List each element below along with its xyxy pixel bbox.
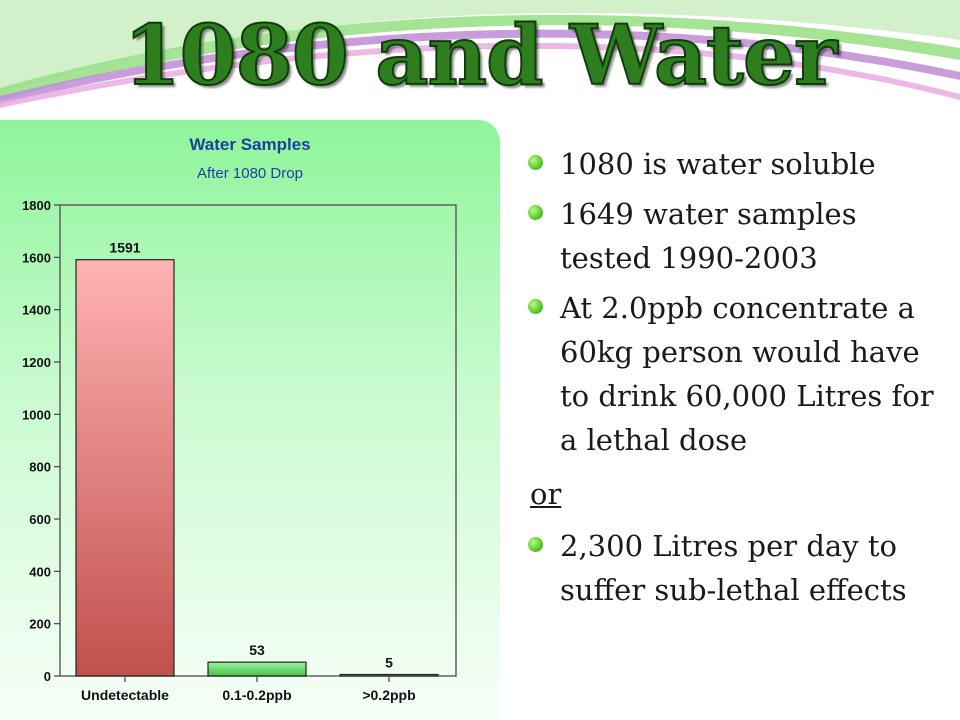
x-tick-label: >0.2ppb [362, 687, 415, 703]
water-samples-bar-chart: Water Samples After 1080 Drop 0 200 400 600 80… [22, 135, 457, 703]
bullet-dot-icon [528, 537, 543, 552]
y-tick-label: 1400 [22, 303, 51, 318]
bullet-list: 1080 is water soluble 1649 water samples … [528, 142, 948, 618]
bar-0-1-0-2ppb [207, 661, 307, 677]
bar-data-label: 1591 [109, 240, 140, 256]
x-tick-label: 0.1-0.2ppb [222, 687, 291, 703]
bar--0-2ppb [339, 673, 439, 677]
bullet-text: At 2.0ppb concentrate a 60kg person woul… [560, 291, 934, 457]
chart-panel: Water Samples After 1080 Drop 0 200 400 600 80… [0, 120, 500, 720]
y-tick-label: 200 [29, 617, 51, 632]
bullet-item: 1080 is water soluble [528, 142, 948, 186]
bullet-dot-icon [528, 205, 543, 220]
bar-data-label: 53 [249, 642, 265, 658]
x-tick-label: Undetectable [81, 687, 169, 703]
bullet-text: 2,300 Litres per day to suffer sub-letha… [560, 529, 907, 607]
chart-subtitle: After 1080 Drop [197, 165, 303, 182]
y-tick-label: 600 [29, 512, 51, 527]
bar-undetectable [75, 259, 175, 677]
slide-title: 1080 and Water [123, 7, 839, 105]
y-tick-label: 1000 [22, 407, 51, 422]
y-tick-label: 400 [29, 564, 51, 579]
chart-title: Water Samples [189, 135, 310, 154]
bullet-text: 1649 water samples tested 1990-2003 [560, 197, 857, 275]
bullet-text: 1080 is water soluble [560, 147, 876, 181]
y-tick-label: 1600 [22, 250, 51, 265]
header-swoosh-decoration [0, 0, 960, 108]
y-tick-label: 1200 [22, 355, 51, 370]
bullet-dot-icon [528, 155, 543, 170]
bullet-item: 2,300 Litres per day to suffer sub-letha… [528, 524, 948, 612]
or-separator: or [530, 477, 562, 511]
bullet-dot-icon [528, 299, 543, 314]
y-tick-label: 1800 [22, 198, 51, 213]
bullet-item: At 2.0ppb concentrate a 60kg person woul… [528, 286, 948, 462]
y-tick-label: 0 [44, 669, 51, 684]
y-tick-label: 800 [29, 460, 51, 475]
bullet-item: 1649 water samples tested 1990-2003 [528, 192, 948, 280]
bar-data-label: 5 [385, 655, 393, 671]
